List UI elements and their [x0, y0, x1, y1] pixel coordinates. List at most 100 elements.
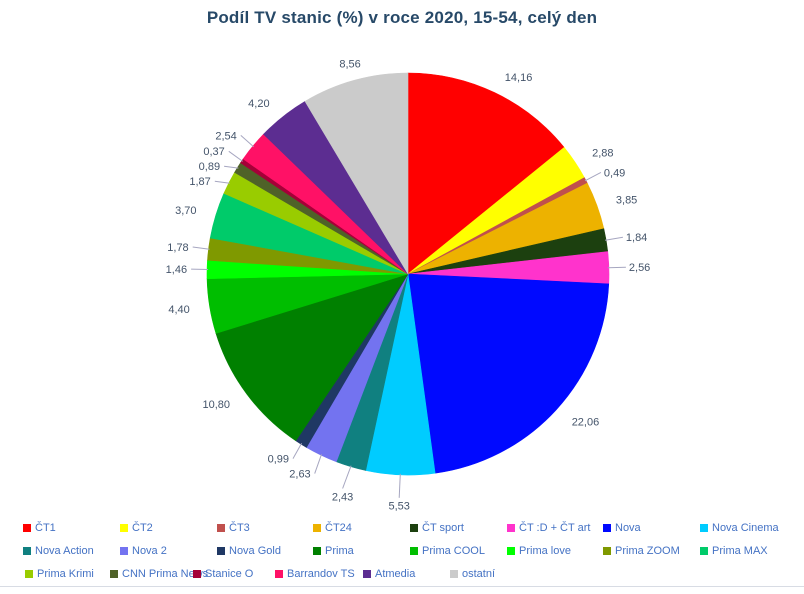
- legend-label: Nova 2: [132, 545, 167, 557]
- legend-swatch: [507, 547, 515, 555]
- leader-line: [314, 454, 322, 474]
- legend-item[interactable]: Prima love: [507, 544, 571, 558]
- leader-line: [240, 135, 254, 148]
- legend-swatch: [313, 524, 321, 532]
- leader-line: [228, 150, 243, 162]
- legend-label: Nova: [615, 522, 641, 534]
- leader-line: [224, 165, 239, 169]
- data-label: 4,40: [168, 304, 189, 316]
- legend-label: Prima love: [519, 545, 571, 557]
- data-label: 1,46: [166, 264, 187, 276]
- data-label: 4,20: [248, 98, 269, 110]
- chart-title: Podíl TV stanic (%) v roce 2020, 15-54, …: [206, 8, 598, 27]
- legend-row: Nova Action Nova 2 Nova Gold Prima Prima COO…: [0, 540, 804, 563]
- legend-row: ČT1 ČT2 ČT3 ČT24 ČT sport ČT :D + ČT art Nova N…: [0, 517, 804, 540]
- legend-swatch: [25, 570, 33, 578]
- leader-line: [584, 171, 602, 182]
- data-label: 2,43: [332, 491, 353, 503]
- data-label: 0,99: [268, 453, 289, 465]
- data-label: 2,63: [289, 468, 310, 480]
- legend-swatch: [410, 547, 418, 555]
- legend-label: Barrandov TS: [287, 568, 355, 580]
- legend-swatch: [507, 524, 515, 532]
- data-label: 0,37: [203, 146, 224, 158]
- legend-item[interactable]: Nova Action: [23, 544, 94, 558]
- data-label: 8,56: [339, 59, 360, 71]
- legend-item[interactable]: ČT1: [23, 521, 56, 535]
- legend-swatch: [193, 570, 201, 578]
- leader-line: [607, 266, 626, 269]
- legend-swatch: [275, 570, 283, 578]
- legend-swatch: [603, 524, 611, 532]
- legend-swatch: [313, 547, 321, 555]
- legend-label: ČT sport: [422, 522, 464, 534]
- legend-item[interactable]: ČT3: [217, 521, 250, 535]
- leader-line: [292, 443, 303, 459]
- legend-swatch: [23, 547, 31, 555]
- legend-item[interactable]: Prima Krimi: [25, 567, 94, 581]
- legend-item[interactable]: ČT2: [120, 521, 153, 535]
- legend-item[interactable]: Stanice O: [193, 567, 253, 581]
- legend-item[interactable]: Prima ZOOM: [603, 544, 680, 558]
- legend-swatch: [217, 524, 225, 532]
- legend-item[interactable]: CNN Prima News: [110, 567, 208, 581]
- legend-swatch: [700, 547, 708, 555]
- legend-swatch: [700, 524, 708, 532]
- legend-item[interactable]: Barrandov TS: [275, 567, 355, 581]
- legend-swatch: [23, 524, 31, 532]
- legend-item[interactable]: Nova Cinema: [700, 521, 779, 535]
- leader-line: [605, 236, 623, 241]
- pie-slice[interactable]: [304, 72, 409, 276]
- legend-item[interactable]: Nova 2: [120, 544, 167, 558]
- pie-slice[interactable]: [407, 72, 565, 275]
- legend-item[interactable]: ČT sport: [410, 521, 464, 535]
- legend-label: ČT :D + ČT art: [519, 522, 591, 534]
- chart-legend: ČT1 ČT2 ČT3 ČT24 ČT sport ČT :D + ČT art Nova N…: [0, 517, 804, 586]
- legend-label: ČT3: [229, 522, 250, 534]
- legend-swatch: [363, 570, 371, 578]
- legend-label: Stanice O: [205, 568, 254, 580]
- legend-item[interactable]: Prima: [313, 544, 354, 558]
- data-label: 0,89: [199, 161, 220, 173]
- legend-item[interactable]: Prima MAX: [700, 544, 768, 558]
- data-label: 2,56: [629, 262, 650, 274]
- data-label: 0,49: [604, 167, 625, 179]
- legend-item[interactable]: ČT24: [313, 521, 352, 535]
- legend-item[interactable]: ostatní: [450, 567, 495, 581]
- data-label: 10,80: [202, 399, 230, 411]
- leader-line: [342, 465, 352, 489]
- legend-label: Nova Cinema: [712, 522, 779, 534]
- legend-label: ČT24: [325, 522, 352, 534]
- legend-label: Prima Krimi: [37, 568, 94, 580]
- legend-item[interactable]: ČT :D + ČT art: [507, 521, 590, 535]
- legend-label: Prima: [325, 545, 354, 557]
- legend-swatch: [217, 547, 225, 555]
- pie-slice[interactable]: [215, 273, 409, 442]
- data-label: 1,78: [167, 242, 188, 254]
- legend-label: Nova Action: [35, 545, 94, 557]
- legend-row: Prima Krimi CNN Prima News Stanice O Barran…: [0, 563, 804, 586]
- leader-line: [214, 180, 230, 184]
- leader-line: [398, 473, 401, 498]
- legend-label: ČT2: [132, 522, 153, 534]
- data-label: 2,54: [215, 130, 236, 142]
- legend-swatch: [450, 570, 458, 578]
- legend-label: Prima ZOOM: [615, 545, 680, 557]
- legend-swatch: [410, 524, 418, 532]
- data-label: 22,06: [572, 416, 600, 428]
- data-label: 14,16: [505, 72, 533, 84]
- data-label: 1,87: [189, 176, 210, 188]
- legend-item[interactable]: Nova Gold: [217, 544, 281, 558]
- data-label: 2,88: [592, 147, 613, 159]
- pie-slice[interactable]: [407, 273, 610, 474]
- bottom-divider: [0, 586, 804, 587]
- legend-item[interactable]: Atmedia: [363, 567, 415, 581]
- legend-label: ostatní: [462, 568, 496, 580]
- data-label: 1,84: [626, 232, 647, 244]
- legend-item[interactable]: Nova: [603, 521, 641, 535]
- legend-item[interactable]: Prima COOL: [410, 544, 485, 558]
- legend-swatch: [120, 524, 128, 532]
- legend-label: Prima COOL: [422, 545, 485, 557]
- legend-label: CNN Prima News: [122, 568, 209, 580]
